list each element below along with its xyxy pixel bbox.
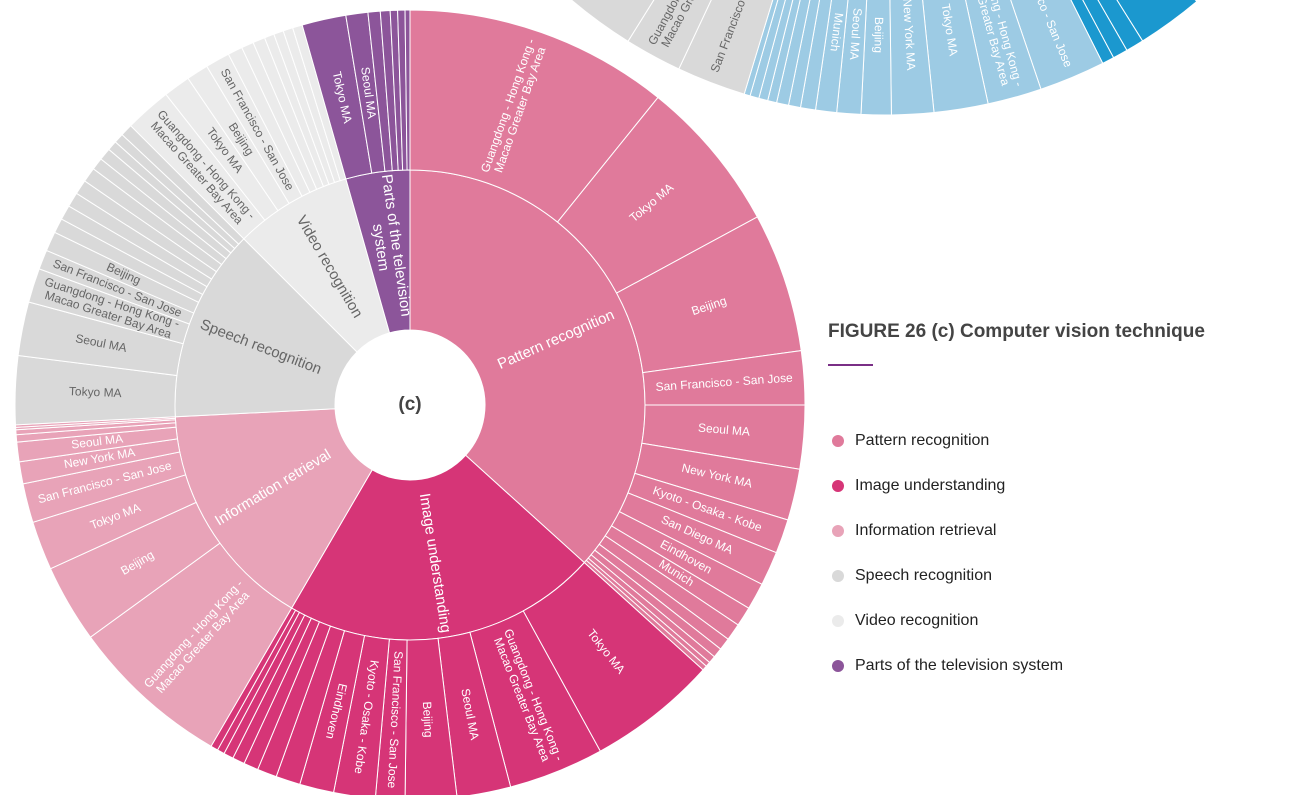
label-line: Beijing — [420, 701, 436, 738]
outer-segment — [836, 0, 868, 115]
label-line: Tokyo MA — [69, 384, 122, 400]
outer-segment — [889, 0, 935, 116]
legend-marker — [832, 660, 844, 672]
segment-label: Munich — [827, 12, 846, 52]
outer-segment — [1070, 0, 1115, 65]
outer-segment — [965, 0, 1042, 105]
legend-marker — [832, 570, 844, 582]
segment-label: New York MA — [900, 0, 918, 71]
segment-label: Seoul MA — [70, 432, 123, 452]
title-underline — [828, 364, 873, 366]
outer-segment — [860, 0, 892, 116]
segment-label: Seoul MA — [698, 421, 751, 439]
outer-segment — [922, 0, 989, 114]
outer-segment — [749, 0, 786, 99]
legend-label: Information retrieval — [855, 522, 996, 539]
label-line: system — [369, 223, 392, 272]
legend-marker — [832, 480, 844, 492]
label-line: Munich — [827, 12, 846, 52]
legend-marker — [832, 525, 844, 537]
label-line: Seoul MA — [698, 421, 751, 439]
label-line: Beijing — [871, 17, 886, 53]
legend-marker — [832, 615, 844, 627]
legend-label: Image understanding — [855, 477, 1005, 494]
label-line: San Francisco - San Jose — [385, 651, 406, 789]
chart-title: FIGURE 26 (c) Computer vision technique — [828, 321, 1205, 342]
label-line: New York MA — [900, 0, 918, 71]
outer-segment — [814, 0, 849, 114]
segment-label: Tokyo MA — [69, 384, 122, 400]
outer-segment — [1116, 0, 1198, 42]
outer-segment — [678, 0, 774, 95]
center-hole — [335, 330, 485, 480]
outer-segment — [627, 0, 712, 70]
label-line: Seoul MA — [358, 66, 379, 119]
label-line: Seoul MA — [70, 432, 123, 452]
center-label: (c) — [398, 394, 421, 415]
outer-segment — [404, 9, 411, 171]
label-line: Seoul MA — [847, 7, 865, 60]
legend-label: Speech recognition — [855, 567, 992, 584]
outer-segment — [1082, 0, 1128, 59]
outer-segment — [767, 0, 801, 104]
segment-label: Seoul MA — [358, 66, 379, 119]
legend-marker — [832, 435, 844, 447]
legend-label: Pattern recognition — [855, 432, 989, 449]
segment-label: San Francisco - San Jose — [385, 651, 406, 789]
outer-segment — [570, 0, 655, 42]
outer-segment — [743, 0, 779, 97]
legend-label: Video recognition — [855, 612, 978, 629]
outer-segment — [799, 0, 832, 111]
legend-label: Parts of the television system — [855, 657, 1063, 674]
outer-segment — [1097, 0, 1144, 52]
segment-label: Beijing — [871, 17, 886, 53]
segment-label: Beijing — [420, 701, 436, 738]
outer-segment — [775, 0, 811, 106]
segment-label: Seoul MA — [847, 7, 865, 60]
outer-segment — [758, 0, 794, 102]
outer-segment — [787, 0, 821, 109]
